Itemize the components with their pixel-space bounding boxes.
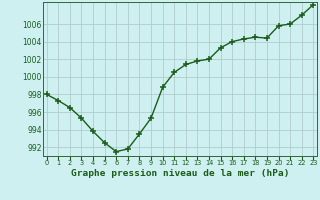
X-axis label: Graphe pression niveau de la mer (hPa): Graphe pression niveau de la mer (hPa)	[71, 169, 289, 178]
